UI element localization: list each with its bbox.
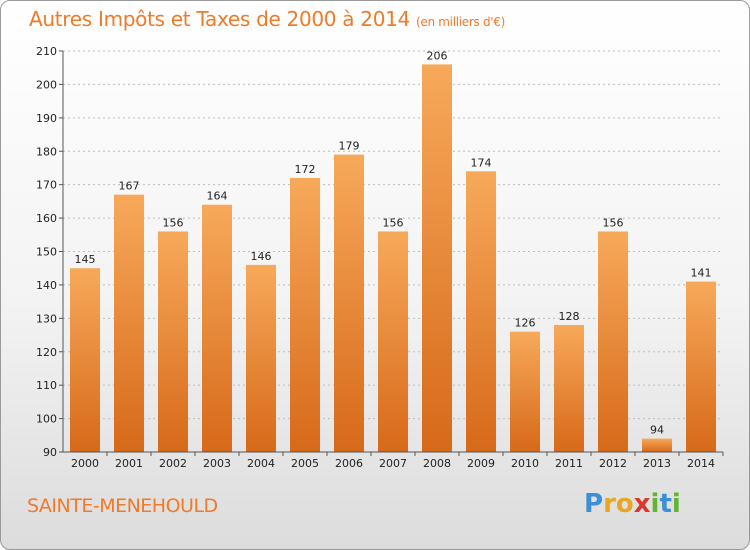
y-tick-label: 190 (36, 112, 57, 125)
x-tick-label: 2007 (379, 457, 407, 470)
x-tick-label: 2012 (599, 457, 627, 470)
y-tick-label: 130 (36, 312, 57, 325)
y-tick-label: 110 (36, 379, 57, 392)
bar (642, 438, 672, 452)
bar-value-label: 141 (691, 267, 712, 280)
bar (378, 231, 408, 452)
x-tick-label: 2003 (203, 457, 231, 470)
bars: 145 167 156 164 146 172 179 156 206 174 126 128 156 9… (70, 49, 716, 453)
bar-value-label: 156 (603, 216, 624, 229)
y-tick-label: 210 (36, 45, 57, 58)
bar-value-label: 167 (119, 180, 140, 193)
bar (334, 154, 364, 452)
bar-value-label: 172 (295, 163, 316, 176)
y-tick-label: 170 (36, 179, 57, 192)
y-tick-label: 180 (36, 145, 57, 158)
bar (290, 177, 320, 452)
bar (422, 64, 452, 452)
bar-value-label: 146 (251, 250, 272, 263)
y-tick-label: 150 (36, 246, 57, 259)
y-tick-label: 160 (36, 212, 57, 225)
x-tick-label: 2002 (159, 457, 187, 470)
bar-value-label: 145 (75, 253, 96, 266)
bar (114, 194, 144, 453)
y-tick-label: 90 (43, 446, 57, 459)
chart-unit: (en milliers d'€) (416, 15, 506, 29)
y-tick-label: 100 (36, 413, 57, 426)
bar (158, 231, 188, 452)
place-name: SAINTE-MENEHOULD (27, 495, 218, 517)
x-tick-label: 2014 (687, 457, 715, 470)
bar-value-label: 179 (339, 140, 360, 153)
x-tick-label: 2004 (247, 457, 275, 470)
bar (70, 268, 100, 452)
x-tick-label: 2010 (511, 457, 539, 470)
bar-value-label: 94 (650, 424, 664, 437)
chart-title: Autres Impôts et Taxes de 2000 à 2014 (en… (29, 7, 505, 31)
bar-value-label: 156 (163, 216, 184, 229)
bar-value-label: 206 (427, 49, 448, 62)
bar-value-label: 128 (559, 310, 580, 323)
bar-value-label: 164 (207, 190, 228, 203)
bar (466, 171, 496, 453)
axes: 90 100 110 120 130 140 150 160 170 180 190 200 210 20… (36, 45, 724, 470)
bar (554, 325, 584, 452)
x-tick-label: 2006 (335, 457, 363, 470)
x-tick-label: 2005 (291, 457, 319, 470)
y-tick-label: 140 (36, 279, 57, 292)
x-tick-label: 2001 (115, 457, 143, 470)
y-tick-label: 200 (36, 78, 57, 91)
bar (510, 331, 540, 452)
bar (202, 204, 232, 452)
bar-value-label: 126 (515, 317, 536, 330)
x-tick-label: 2000 (71, 457, 99, 470)
x-tick-label: 2013 (643, 457, 671, 470)
proxiti-logo[interactable]: Proxiti (584, 489, 681, 519)
x-tick-label: 2009 (467, 457, 495, 470)
chart-title-text: Autres Impôts et Taxes de 2000 à 2014 (29, 7, 410, 31)
bar (686, 281, 716, 452)
bar (246, 264, 276, 452)
x-tick-label: 2011 (555, 457, 583, 470)
x-tick-label: 2008 (423, 457, 451, 470)
y-tick-label: 120 (36, 346, 57, 359)
bar-value-label: 174 (471, 156, 492, 169)
bar-value-label: 156 (383, 216, 404, 229)
bar (598, 231, 628, 452)
